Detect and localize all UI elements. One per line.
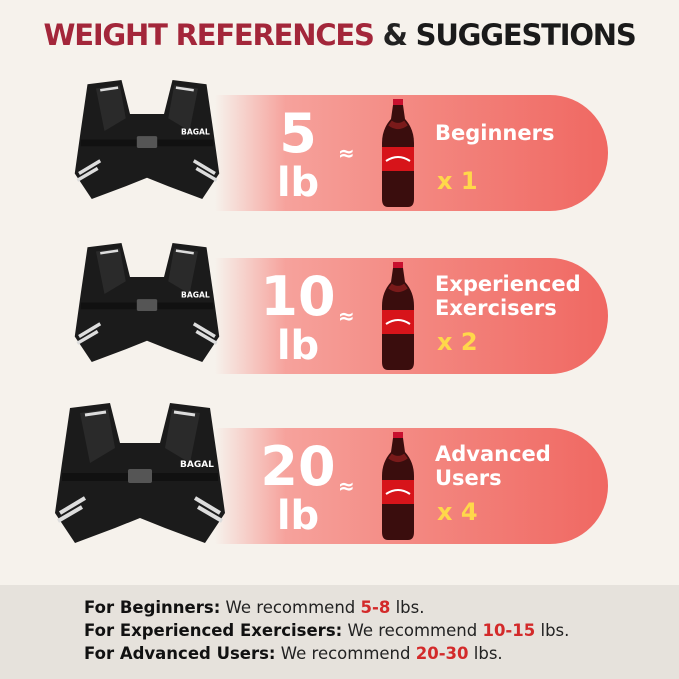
tier-weight: 10 lb (260, 265, 336, 369)
approx-symbol: ≈ (338, 141, 355, 165)
tier-label-line: Users (435, 466, 502, 490)
approx-symbol: ≈ (338, 304, 355, 328)
tier-multiplier: x 1 (437, 167, 478, 195)
weighted-vest-image: BAGAL (62, 80, 232, 212)
tier-weight: 20 lb (260, 435, 336, 539)
recommendation-line: For Experienced Exercisers: We recommend… (84, 621, 570, 640)
svg-text:BAGAL: BAGAL (181, 290, 210, 299)
weighted-vest-image: BAGAL (62, 243, 232, 375)
tier-label-line: Exercisers (435, 296, 557, 320)
soda-bottle-icon (378, 432, 418, 540)
tier-multiplier: x 2 (437, 328, 478, 356)
svg-text:BAGAL: BAGAL (180, 460, 214, 470)
recommendation-line: For Advanced Users: We recommend 20-30 l… (84, 644, 503, 663)
tier-weight: 5 lb (276, 102, 320, 206)
soda-bottle-icon (378, 99, 418, 207)
tier-label: Beginners (435, 121, 554, 145)
soda-bottle-icon (378, 262, 418, 370)
tier-label: Advanced Users (435, 442, 551, 490)
svg-text:BAGAL: BAGAL (181, 127, 210, 136)
page-title: WEIGHT REFERENCES & SUGGESTIONS (43, 18, 636, 52)
recommendation-panel (0, 585, 679, 679)
tier-label-line: Advanced (435, 442, 551, 466)
approx-symbol: ≈ (338, 474, 355, 498)
recommendation-line: For Beginners: We recommend 5-8 lbs. (84, 598, 425, 617)
tier-multiplier: x 4 (437, 498, 478, 526)
weighted-vest-image: BAGAL (40, 403, 240, 557)
tier-label: Experienced Exercisers (435, 272, 581, 320)
tier-label-line: Experienced (435, 272, 581, 296)
tier-label-line: Beginners (435, 121, 555, 145)
